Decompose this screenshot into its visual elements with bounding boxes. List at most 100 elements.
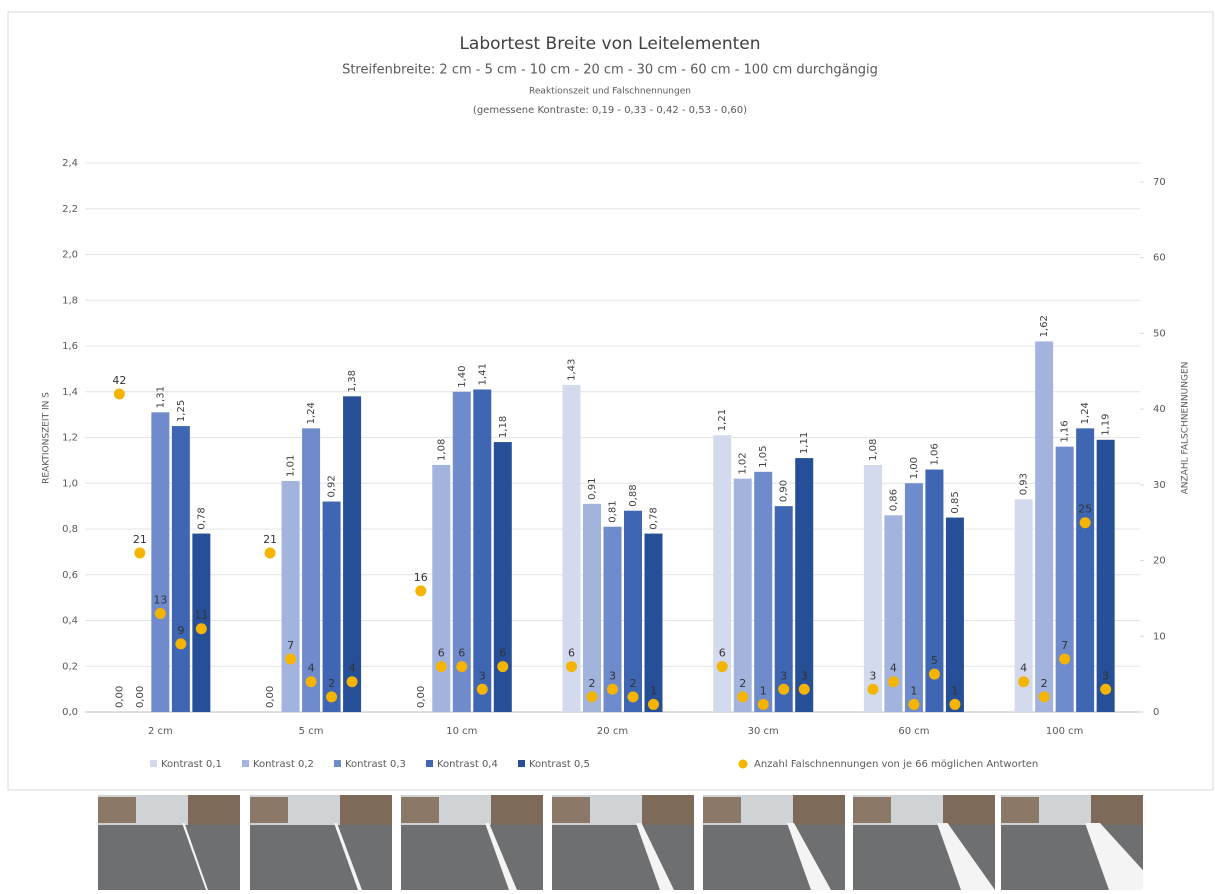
bar: [624, 510, 642, 712]
point-value-label: 4: [890, 662, 897, 675]
chart-subtitle: Streifenbreite: 2 cm - 5 cm - 10 cm - 20…: [342, 63, 878, 78]
thumb-buildings: [642, 795, 694, 825]
y-axis-title: REAKTIONSZEIT IN S: [42, 392, 52, 484]
bar-value-label: 1,41: [477, 363, 488, 385]
bar: [562, 384, 581, 712]
y-tick-label: 1,8: [62, 295, 78, 306]
y2-axis-title: ANZAHL FALSCHNENNUNGEN: [1181, 362, 1191, 495]
road-thumbnail: [703, 795, 845, 890]
error-count-point: [586, 691, 598, 703]
bar: [1035, 341, 1054, 712]
error-count-point: [949, 698, 961, 710]
bar-value-label: 1,38: [347, 370, 358, 392]
bar-value-label: 0,00: [416, 686, 427, 708]
road-thumbnail: [853, 795, 995, 890]
bar-value-label: 1,08: [868, 439, 879, 461]
point-value-label: 1: [760, 684, 767, 697]
bar-value-label: 0,78: [649, 507, 660, 529]
point-value-label: 4: [349, 662, 356, 675]
thumb-stripe: [937, 823, 995, 890]
legend-label: Anzahl Falschnennungen von je 66 möglich…: [754, 759, 1038, 770]
point-value-label: 16: [414, 571, 428, 584]
bar: [904, 483, 923, 712]
bar-value-label: 1,43: [567, 359, 578, 381]
error-count-point: [757, 698, 769, 710]
bar-value-label: 1,19: [1101, 414, 1112, 436]
error-count-point: [113, 388, 125, 400]
y-tick-label: 0,0: [62, 707, 78, 718]
legend-label: Kontrast 0,2: [253, 759, 314, 770]
bar-value-label: 0,00: [135, 686, 146, 708]
error-count-point: [627, 691, 639, 703]
point-value-label: 3: [1102, 669, 1109, 682]
bar-value-label: 1,08: [436, 439, 447, 461]
x-tick-label: 5 cm: [299, 726, 324, 737]
bar: [281, 480, 300, 712]
bar-value-label: 1,40: [457, 365, 468, 387]
y-tick-label: 2,0: [62, 250, 78, 261]
legend-swatch: [738, 759, 748, 769]
bar: [151, 412, 170, 712]
bar-value-label: 1,62: [1039, 315, 1050, 337]
bar: [863, 464, 882, 712]
point-value-label: 9: [177, 624, 184, 637]
bar: [733, 478, 752, 712]
thumb-buildings: [98, 797, 136, 823]
bar-value-label: 1,06: [929, 443, 940, 465]
road-thumbnail: [250, 795, 392, 890]
bar-value-label: 0,00: [265, 686, 276, 708]
bar-value-label: 0,81: [608, 500, 619, 522]
bar-value-label: 0,93: [1019, 473, 1030, 495]
thumb-road: [552, 825, 694, 890]
point-value-label: 25: [1078, 503, 1092, 516]
error-count-point: [476, 683, 488, 695]
bar: [171, 426, 190, 712]
y2-tick-label: 60: [1153, 253, 1166, 264]
bar-value-label: 0,85: [950, 491, 961, 513]
error-count-point: [928, 668, 940, 680]
bar: [1096, 439, 1115, 712]
thumb-buildings: [340, 795, 392, 825]
thumb-road: [98, 825, 240, 890]
point-value-label: 6: [438, 647, 445, 660]
chart-title: Labortest Breite von Leitelementen: [459, 34, 760, 54]
bar: [603, 526, 622, 712]
error-count-point: [305, 676, 317, 688]
y2-tick-label: 70: [1153, 177, 1166, 188]
y2-tick-label: 30: [1153, 480, 1166, 491]
bar: [1014, 499, 1033, 712]
error-count-point: [716, 661, 728, 673]
legend-swatch: [150, 760, 157, 767]
road-thumbnail: [552, 795, 694, 890]
legend-label: Kontrast 0,5: [529, 759, 590, 770]
chart-subtitle: Reaktionszeit und Falschnennungen: [529, 87, 691, 97]
point-value-label: 3: [869, 669, 876, 682]
x-tick-label: 2 cm: [148, 726, 173, 737]
error-count-point: [1038, 691, 1050, 703]
bar: [754, 471, 773, 712]
thumb-buildings: [491, 795, 543, 825]
error-count-point: [326, 691, 338, 703]
legend-swatch: [334, 760, 341, 767]
error-count-point: [264, 547, 276, 559]
error-count-point: [607, 683, 618, 695]
error-count-point: [1100, 683, 1112, 695]
x-tick-label: 60 cm: [898, 726, 929, 737]
error-count-point: [798, 683, 810, 695]
y2-tick-label: 20: [1153, 556, 1166, 567]
bar-value-label: 1,24: [1080, 402, 1091, 424]
bar: [192, 533, 211, 712]
thumb-buildings: [552, 797, 590, 823]
road-thumbnail: [98, 795, 240, 890]
point-value-label: 7: [287, 639, 294, 652]
error-count-point: [867, 683, 879, 695]
bar-value-label: 1,01: [286, 455, 297, 477]
point-value-label: 2: [739, 677, 746, 690]
legend-label: Kontrast 0,4: [437, 759, 498, 770]
bar-value-label: 1,00: [909, 457, 920, 479]
thumb-buildings: [1091, 795, 1143, 825]
thumb-road: [250, 825, 392, 890]
point-value-label: 21: [263, 533, 277, 546]
y2-tick-label: 10: [1153, 631, 1166, 642]
